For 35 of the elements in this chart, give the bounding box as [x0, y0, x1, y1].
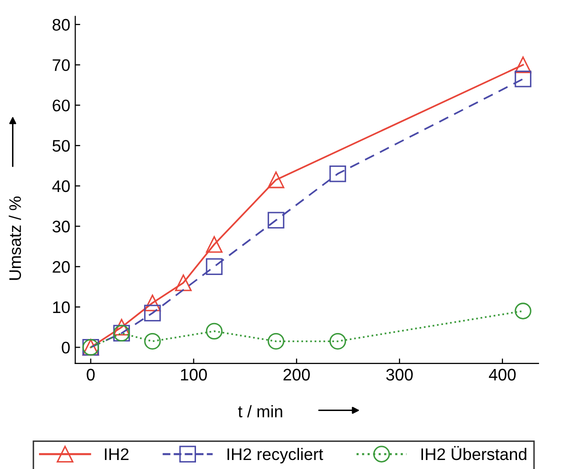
- point: [206, 322, 223, 340]
- point: [268, 172, 284, 188]
- point: [268, 212, 284, 229]
- point: [514, 302, 532, 320]
- x-axis-title: t / min: [238, 405, 282, 418]
- y-tick-label: 10: [53, 301, 70, 314]
- point: [113, 318, 130, 336]
- x-tick-label: 200: [284, 368, 310, 381]
- point: [329, 332, 346, 350]
- y-tick-label: 0: [62, 342, 70, 354]
- x-tick-label: 0: [86, 368, 95, 381]
- y-axis-title: Umsatz / %: [8, 196, 22, 280]
- point: [144, 294, 161, 312]
- legend-label: IH2 recycliert: [228, 448, 324, 464]
- x-tick-label: 100: [181, 368, 207, 381]
- y-tick-label: 60: [52, 100, 70, 112]
- legend-label: IH2 Überstand: [421, 446, 526, 460]
- x-tick-label: 300: [386, 368, 413, 381]
- y-tick-label: 70: [52, 59, 70, 72]
- y-tick-label: 40: [52, 180, 70, 192]
- point: [206, 236, 223, 253]
- point: [175, 274, 192, 292]
- point: [144, 332, 161, 350]
- y-tick-label: 30: [52, 220, 70, 232]
- y-tick-label: 20: [52, 261, 70, 273]
- x-tick-label: 400: [488, 368, 516, 381]
- y-tick-label: 80: [52, 18, 70, 31]
- point: [329, 165, 346, 182]
- point: [268, 332, 284, 350]
- legend-label: IH2: [104, 448, 128, 460]
- point: [144, 304, 161, 322]
- y-tick-label: 50: [52, 140, 70, 152]
- point: [206, 258, 223, 275]
- point: [514, 56, 532, 74]
- point: [514, 70, 532, 88]
